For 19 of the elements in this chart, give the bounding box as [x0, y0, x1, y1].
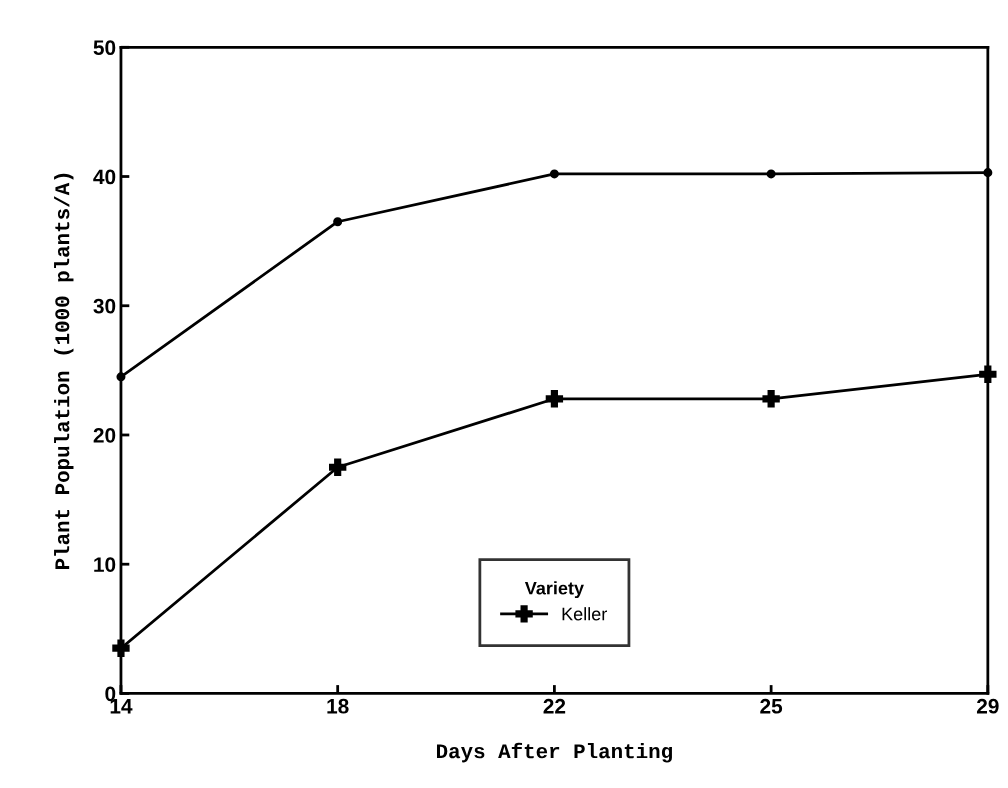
x-tick-label: 18 — [327, 698, 349, 714]
y-tick-label: 40 — [93, 169, 116, 185]
point — [545, 390, 564, 408]
x-tick-label: 25 — [760, 698, 783, 714]
legend-label: Keller — [562, 607, 607, 621]
x-tick-label: 22 — [543, 698, 566, 714]
point — [333, 217, 343, 227]
point — [329, 458, 347, 476]
x-tick-label: 29 — [976, 698, 999, 714]
point — [762, 390, 780, 408]
y-axis-title: Plant Population (1000 plants/A) — [54, 173, 74, 570]
legend-title: Variety — [524, 581, 584, 599]
y-tick-label: 20 — [93, 427, 116, 443]
point — [549, 169, 559, 179]
point — [766, 169, 776, 179]
x-axis-title: Days After Planting — [436, 742, 672, 763]
y-tick-label: 10 — [94, 557, 116, 572]
y-tick-label: 50 — [93, 40, 116, 56]
y-tick-label: 30 — [93, 298, 116, 314]
